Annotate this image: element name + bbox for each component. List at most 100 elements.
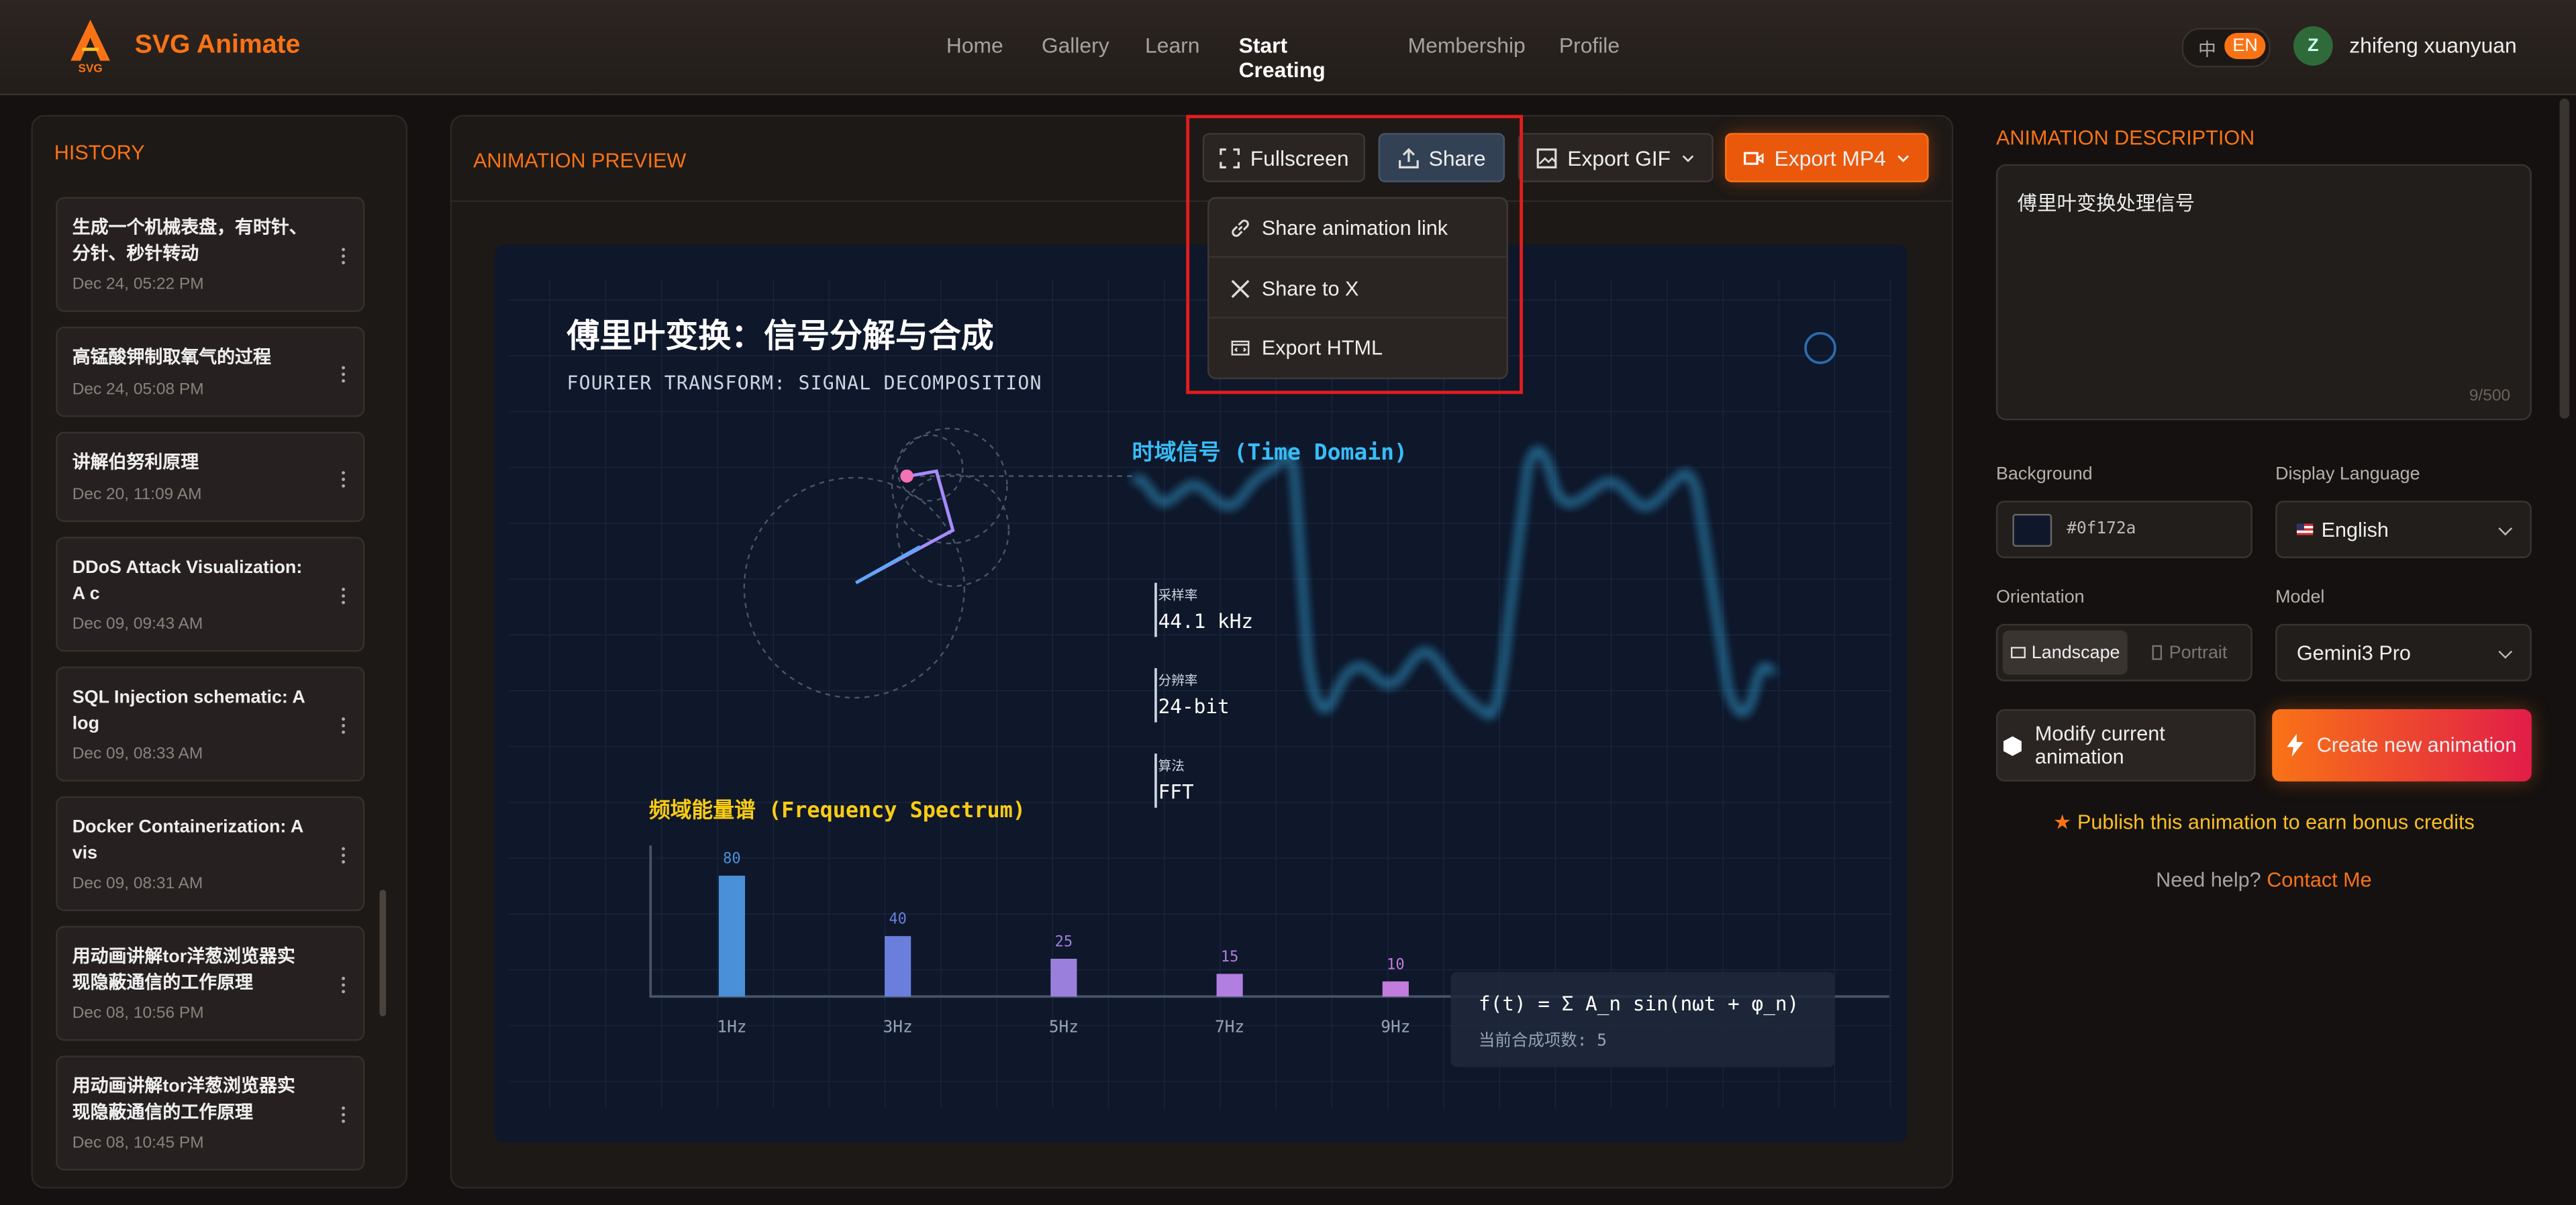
- color-swatch[interactable]: [2012, 513, 2052, 546]
- landscape-option[interactable]: Landscape: [2002, 630, 2128, 675]
- menu-share-link[interactable]: Share animation link: [1209, 199, 1507, 258]
- lang-toggle[interactable]: 中 EN: [2181, 28, 2271, 68]
- share-button[interactable]: Share: [1378, 133, 1505, 182]
- history-item[interactable]: SQL Injection schematic: A log Dec 09, 08…: [56, 666, 365, 782]
- menu-export-html[interactable]: Export HTML: [1209, 319, 1507, 378]
- divider: [452, 200, 1952, 202]
- icon: [1220, 148, 1240, 168]
- icon: [1232, 219, 1249, 236]
- time-domain-label: 时域信号 (Time Domain): [1132, 439, 1407, 465]
- create-button[interactable]: Create new animation: [2272, 709, 2532, 782]
- history-item[interactable]: 讲解伯努利原理 Dec 20, 11:09 AM: [56, 431, 365, 523]
- language-select[interactable]: English: [2275, 501, 2532, 558]
- more-button[interactable]: [342, 254, 346, 258]
- history-title: 高锰酸钾制取氧气的过程: [72, 348, 271, 368]
- preview-title: ANIMATION PREVIEW: [473, 149, 687, 172]
- more-button[interactable]: [342, 476, 346, 480]
- page-scrollbar[interactable]: [2559, 98, 2570, 419]
- history-item[interactable]: 用动画讲解tor洋葱浏览器实现隐蔽通信的工作原理 Dec 08, 10:45 PM: [56, 1055, 365, 1171]
- bars: 80 1Hz 40 3Hz 25 5Hz 15 7Hz 10 9Hz: [717, 851, 1410, 1037]
- description-input[interactable]: 傅里叶变换处理信号 9/500: [1995, 164, 2532, 421]
- formula-box: [1450, 972, 1836, 1067]
- label: Export HTML: [1261, 336, 1383, 360]
- nav-item[interactable]: Profile: [1558, 32, 1620, 58]
- x-tick-label: 3Hz: [883, 1017, 913, 1037]
- epicycle-arm: [855, 545, 921, 584]
- history-title: 用动画讲解tor洋葱浏览器实现隐蔽通信的工作原理: [72, 1077, 295, 1123]
- nav-item[interactable]: Home: [946, 32, 1003, 58]
- value-label: 10: [1387, 956, 1405, 973]
- history-date: Dec 09, 09:43 AM: [72, 615, 203, 634]
- fullscreen-button[interactable]: Fullscreen: [1202, 133, 1366, 182]
- label: Create new animation: [2316, 733, 2517, 757]
- logo[interactable]: SVG: [66, 16, 115, 75]
- history-list: 生成一个机械表盘，有时针、分针、秒针转动 Dec 24, 05:22 PM 高锰酸钾…: [33, 117, 406, 1187]
- modify-button[interactable]: Modify current animation: [1995, 709, 2256, 782]
- pen: [900, 469, 913, 483]
- history-date: Dec 24, 05:22 PM: [72, 276, 204, 294]
- stat-label: 采样率: [1158, 588, 1198, 602]
- chevron: [2498, 645, 2513, 659]
- more-button[interactable]: [342, 594, 346, 598]
- settings-title: ANIMATION DESCRIPTION: [1995, 126, 2255, 150]
- portrait-option[interactable]: Portrait: [2132, 631, 2247, 675]
- lang-en[interactable]: EN: [2224, 32, 2267, 60]
- more-button[interactable]: [342, 853, 346, 857]
- formula-note: 当前合成项数: 5: [1479, 1030, 1607, 1049]
- stat-label: 算法: [1158, 759, 1185, 774]
- label: Modify current animation: [2034, 722, 2165, 769]
- label: Fullscreen: [1250, 145, 1349, 170]
- history-title: DDoS Attack Visualization: A c: [72, 558, 303, 605]
- model-select[interactable]: Gemini3 Pro: [2275, 623, 2532, 682]
- value-label: 15: [1221, 949, 1239, 965]
- icon: [1398, 147, 1418, 168]
- history-date: Dec 09, 08:33 AM: [72, 745, 203, 764]
- x-tick-label: 9Hz: [1381, 1017, 1410, 1037]
- history-title: SQL Injection schematic: A log: [72, 688, 305, 734]
- user-name[interactable]: zhifeng xuanyuan: [2349, 32, 2517, 58]
- bar: [1382, 981, 1409, 997]
- more-button[interactable]: [342, 724, 346, 727]
- history-item[interactable]: DDoS Attack Visualization: A c Dec 09, 09…: [56, 537, 365, 652]
- scrollbar[interactable]: [379, 890, 387, 1016]
- orientation-label: Orientation: [1995, 587, 2085, 608]
- history-item[interactable]: 生成一个机械表盘，有时针、分针、秒针转动 Dec 24, 05:22 PM: [56, 197, 365, 312]
- history-panel: HISTORY 生成一个机械表盘，有时针、分针、秒针转动 Dec 24, 05:2…: [31, 115, 408, 1189]
- history-item[interactable]: 高锰酸钾制取氧气的过程 Dec 24, 05:08 PM: [56, 326, 365, 417]
- nav-item[interactable]: Start Creating: [1238, 32, 1326, 83]
- value-label: 80: [723, 851, 741, 868]
- lang-zh[interactable]: 中: [2198, 41, 2216, 61]
- language-label: Display Language: [2275, 464, 2420, 484]
- nav-item[interactable]: Gallery: [1041, 32, 1109, 58]
- history-item[interactable]: 用动画讲解tor洋葱浏览器实现隐蔽通信的工作原理 Dec 08, 10:56 PM: [56, 926, 365, 1041]
- export-mp4-button[interactable]: Export MP4: [1725, 133, 1929, 182]
- background-input[interactable]: #0f172a: [1995, 501, 2252, 558]
- history-title: 讲解伯努利原理: [72, 453, 199, 473]
- avatar[interactable]: Z: [2293, 26, 2333, 66]
- nav-item[interactable]: Membership: [1407, 32, 1526, 58]
- brand[interactable]: SVG Animate: [134, 31, 301, 60]
- flag: [2296, 523, 2314, 535]
- model-value: Gemini3 Pro: [2296, 641, 2411, 664]
- icon: [2010, 647, 2025, 659]
- publish-text: Publish this animation to earn bonus cre…: [2077, 810, 2475, 835]
- nav-item[interactable]: Learn: [1145, 32, 1200, 58]
- label: Share to X: [1261, 276, 1359, 300]
- history-item[interactable]: Docker Containerization: A vis Dec 09, 08…: [56, 796, 365, 912]
- more-button[interactable]: [342, 983, 346, 987]
- icon: [2152, 645, 2163, 660]
- description: 傅里叶变换处理信号: [2017, 192, 2195, 215]
- history-title: 用动画讲解tor洋葱浏览器实现隐蔽通信的工作原理: [72, 947, 295, 994]
- export-gif-button[interactable]: Export GIF: [1518, 133, 1714, 182]
- contact-link[interactable]: Contact Me: [2267, 868, 2372, 892]
- more-button[interactable]: [342, 1112, 346, 1116]
- stat-value: 24-bit: [1158, 695, 1230, 718]
- history-date: Dec 08, 10:45 PM: [72, 1134, 204, 1153]
- label: Export GIF: [1567, 145, 1671, 170]
- publish-note: ★ Publish this animation to earn bonus c…: [1996, 809, 2532, 834]
- label: Share: [1428, 145, 1486, 170]
- more-button[interactable]: [342, 372, 346, 376]
- background-label: Background: [1995, 464, 2093, 484]
- menu-share-x[interactable]: Share to X: [1209, 260, 1507, 319]
